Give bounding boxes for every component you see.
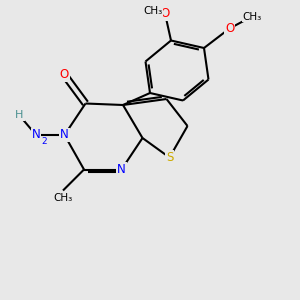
Text: CH₃: CH₃ [242, 11, 262, 22]
Text: 2: 2 [42, 136, 47, 146]
Text: N: N [60, 128, 69, 142]
Text: O: O [60, 68, 69, 82]
Text: N: N [32, 128, 40, 142]
Text: N: N [117, 163, 126, 176]
Text: O: O [160, 7, 169, 20]
Text: H: H [15, 110, 24, 121]
Text: CH₃: CH₃ [143, 5, 163, 16]
Text: S: S [166, 151, 173, 164]
Text: CH₃: CH₃ [53, 193, 73, 203]
Text: O: O [225, 22, 234, 35]
